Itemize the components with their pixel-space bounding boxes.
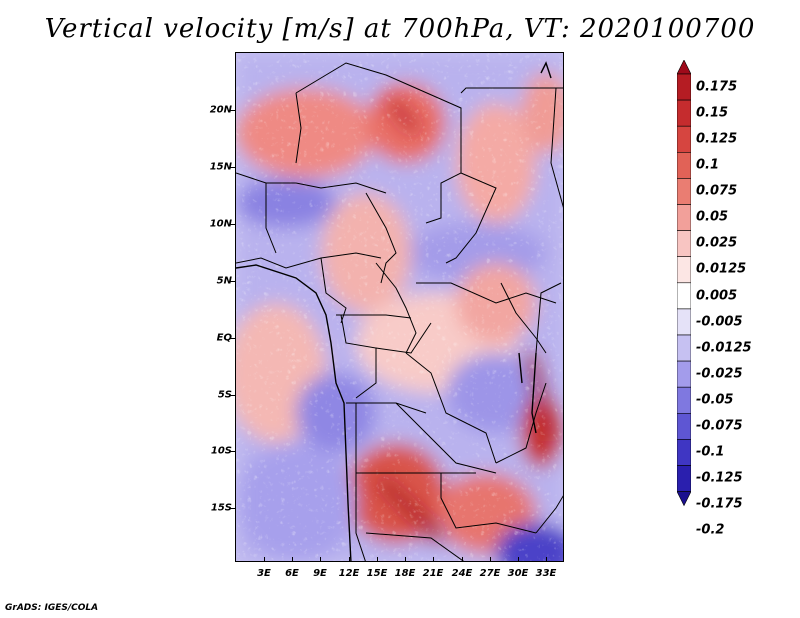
colorbar-label: 0.005 (696, 288, 738, 304)
lat-tick (230, 338, 235, 339)
colorbar-label: -0.0125 (696, 340, 752, 356)
colorbar-bin (677, 256, 691, 284)
lat-tick (230, 451, 235, 452)
colorbar-bin (677, 178, 691, 205)
lon-label-3e: 3E (257, 568, 271, 579)
lakes-coastline (236, 61, 552, 561)
colorbar-bin (677, 386, 691, 414)
lat-tick (230, 508, 235, 509)
colorbar-bin (677, 282, 691, 310)
colorbar-bin (677, 204, 691, 231)
colorbar-label: 0.1 (696, 157, 720, 173)
lon-tick (546, 557, 547, 562)
colorbar-label: -0.005 (696, 314, 743, 330)
colorbar-label: 0.025 (696, 235, 738, 251)
colorbar-bin (677, 125, 691, 153)
colorbar-top-triangle (677, 60, 691, 75)
colorbar-bin (677, 152, 691, 179)
vertical-velocity-map (236, 53, 563, 561)
lat-label-eq: EQ (216, 332, 232, 344)
colorbar-bin (677, 73, 691, 101)
lat-label-5s: 5S (217, 389, 232, 401)
lon-label-33e: 33E (535, 568, 557, 579)
lon-label-30e: 30E (507, 568, 529, 579)
colorbar-label: 0.0125 (696, 261, 747, 277)
lat-label-15n: 15N (209, 161, 232, 173)
colorbar-label: 0.175 (696, 79, 738, 95)
colorbar-label: -0.05 (696, 392, 734, 408)
lon-label-18e: 18E (394, 568, 416, 579)
lat-label-5n: 5N (216, 275, 232, 287)
colorbar-label: 0.125 (696, 131, 738, 147)
lon-label-24e: 24E (451, 568, 473, 579)
grads-credit: GrADS: IGES/COLA (5, 603, 99, 613)
map-panel (235, 52, 564, 562)
colorbar (677, 60, 691, 507)
map-title: Vertical velocity [m/s] at 700hPa, VT: 2… (44, 14, 756, 44)
colorbar-bottom-triangle (677, 491, 691, 507)
lat-label-20n: 20N (209, 104, 232, 116)
lon-label-12e: 12E (338, 568, 360, 579)
lon-label-15e: 15E (366, 568, 388, 579)
lon-tick (433, 557, 434, 562)
colorbar-label: -0.125 (696, 470, 743, 486)
colorbar-label: -0.1 (696, 444, 725, 460)
lon-tick (320, 557, 321, 562)
colorbar-label: 0.05 (696, 209, 729, 225)
lat-tick (230, 167, 235, 168)
lon-label-27e: 27E (479, 568, 501, 579)
colorbar-bin (677, 465, 691, 492)
lat-label-10n: 10N (209, 218, 232, 230)
lon-tick (462, 557, 463, 562)
lat-tick (230, 110, 235, 111)
lon-tick (264, 557, 265, 562)
colorbar-label: -0.2 (696, 522, 725, 538)
lon-tick (405, 557, 406, 562)
lon-label-9e: 9E (313, 568, 327, 579)
colorbar-label: -0.025 (696, 366, 743, 382)
colorbar-bin (677, 99, 691, 127)
lon-tick (518, 557, 519, 562)
lat-tick (230, 395, 235, 396)
colorbar-bin (677, 439, 691, 466)
colorbar-bin (677, 412, 691, 440)
colorbar-label: 0.15 (696, 105, 729, 121)
colorbar-bin (677, 308, 691, 336)
lat-label-15s: 15S (210, 502, 232, 514)
colorbar-label: -0.075 (696, 418, 743, 434)
colorbar-bin (677, 334, 691, 362)
lat-tick (230, 224, 235, 225)
lon-tick (490, 557, 491, 562)
colorbar-label: -0.175 (696, 496, 743, 512)
country-borders (236, 62, 563, 561)
colorbar-bin (677, 230, 691, 258)
lon-tick (349, 557, 350, 562)
lon-tick (292, 557, 293, 562)
colorbar-bin (677, 360, 691, 388)
lat-tick (230, 281, 235, 282)
lon-tick (377, 557, 378, 562)
lon-label-21e: 21E (422, 568, 444, 579)
colorbar-label: 0.075 (696, 183, 738, 199)
lat-label-10s: 10S (210, 445, 232, 457)
lon-label-6e: 6E (285, 568, 299, 579)
